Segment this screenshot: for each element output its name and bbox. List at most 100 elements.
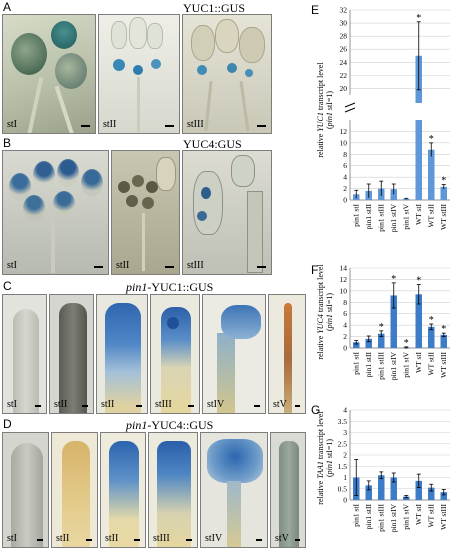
- bar: [428, 149, 435, 200]
- row-title-d-gene: pin1: [126, 418, 148, 432]
- bar: [353, 342, 360, 348]
- x-tick-label: WT stIII: [439, 352, 448, 378]
- scale-bar: [257, 266, 266, 268]
- significance-star: *: [416, 276, 421, 287]
- y-tick-label: 12: [340, 127, 348, 136]
- scale-bar: [134, 539, 140, 541]
- panel-label-a: A: [3, 0, 12, 14]
- y-tick-label: 2: [343, 332, 347, 341]
- y-tick-label: 22: [340, 71, 348, 80]
- bar: [415, 120, 422, 200]
- panel-label-g: G: [311, 403, 321, 417]
- y-tick-label: 12: [340, 275, 348, 284]
- x-tick-label: WT stI: [414, 352, 423, 373]
- x-tick-label: pin1 stIII: [376, 504, 385, 532]
- photo-d-st5: stV: [270, 432, 306, 548]
- significance-star: *: [404, 338, 409, 349]
- scale-bar: [37, 539, 43, 541]
- photo-b-st1: stI: [2, 150, 109, 275]
- y-axis-label: relative YUC4 transcript level(pin1 stI=…: [316, 264, 334, 360]
- panel-label-f: F: [311, 263, 319, 277]
- x-tick-label: pin1 stI: [351, 352, 360, 375]
- x-tick-label: pin1 stIV: [389, 351, 398, 380]
- stage-label: stIII: [187, 260, 204, 271]
- y-tick-label: 28: [340, 32, 348, 41]
- bar: [365, 338, 372, 348]
- x-tick-label: pin1 stII: [364, 204, 373, 230]
- x-tick-label: pin1 stII: [364, 504, 373, 530]
- y-tick-label: 4: [343, 321, 347, 330]
- stage-label: stII: [101, 399, 115, 410]
- bar: [390, 477, 397, 500]
- axis-break-mark: [344, 102, 356, 113]
- y-tick-label: 20: [340, 84, 348, 93]
- significance-star: *: [429, 134, 434, 145]
- scale-bar: [256, 539, 262, 541]
- x-tick-label: pin1 stV: [401, 351, 410, 377]
- y-tick-label: 1: [343, 473, 347, 482]
- y-tick-label: 0.5: [338, 484, 348, 493]
- panel-label-d: D: [3, 417, 12, 431]
- bar: [365, 485, 372, 500]
- stage-label: stI: [7, 533, 17, 544]
- stage-label: stI: [7, 399, 17, 410]
- row-title-b: YUC4:GUS: [183, 137, 242, 151]
- photo-c-st3: stIII: [150, 294, 200, 414]
- x-tick-label: pin1 stII: [364, 352, 373, 378]
- y-axis-label: relative TAA1 transcript level(pin1 stI=…: [316, 411, 334, 505]
- y-tick-label: 30: [340, 19, 348, 28]
- stage-label: stII: [56, 533, 70, 544]
- photo-d-st2b: stII: [100, 432, 146, 548]
- y-tick-label: 2.5: [338, 439, 348, 448]
- bar: [390, 295, 397, 348]
- panel-label-e: E: [311, 3, 320, 17]
- stage-label: stI: [7, 119, 17, 130]
- y-tick-label: 4: [343, 173, 347, 182]
- bar: [440, 186, 447, 200]
- photo-c-st2b: stII: [96, 294, 148, 414]
- significance-star: *: [441, 176, 446, 187]
- scale-bar: [136, 405, 142, 407]
- scale-bar: [82, 405, 88, 407]
- bar: [403, 496, 410, 500]
- y-tick-label: 24: [340, 58, 348, 67]
- photo-c-st5: stV: [268, 294, 306, 414]
- bar: [378, 475, 385, 500]
- photo-d-st3: stIII: [148, 432, 198, 548]
- stage-label: stIV: [205, 533, 223, 544]
- y-tick-label: 6: [343, 309, 347, 318]
- scale-bar: [165, 266, 174, 268]
- photo-c-st4: stIV: [202, 294, 266, 414]
- y-tick-label: 8: [343, 298, 347, 307]
- stage-label: stII: [103, 119, 117, 130]
- chart-f-yuc4: 0 2 4 6 8 10 12 14 pin1 stI pin1 stII * pin1 stIII *…: [316, 264, 450, 380]
- x-tick-label: WT stIII: [439, 204, 448, 230]
- photo-c-st1: stI: [2, 294, 47, 414]
- photo-d-st1: stI: [2, 432, 49, 548]
- scale-bar: [165, 125, 174, 127]
- scale-bar: [257, 125, 266, 127]
- photo-c-st2a: stII: [49, 294, 94, 414]
- y-tick-label: 8: [343, 150, 347, 159]
- x-tick-label: pin1 stIV: [389, 203, 398, 232]
- photo-b-st3: stIII: [182, 150, 272, 275]
- photo-d-st2a: stII: [51, 432, 98, 548]
- bar: [428, 487, 435, 500]
- x-tick-label: pin1 stIV: [389, 503, 398, 532]
- x-tick-label: pin1 stI: [351, 504, 360, 527]
- photo-a-st3: stIII: [182, 14, 272, 134]
- stage-label: stIII: [155, 399, 172, 410]
- row-title-a: YUC1::GUS: [183, 1, 246, 15]
- stage-label: stV: [275, 533, 289, 544]
- bar: [378, 333, 385, 348]
- row-title-c-construct: -YUC1::GUS: [147, 280, 214, 294]
- scale-bar: [86, 539, 92, 541]
- bar: [390, 189, 397, 200]
- panel-label-b: B: [3, 136, 12, 150]
- x-tick-label: pin1 stV: [401, 503, 410, 529]
- y-tick-label: 26: [340, 45, 348, 54]
- scale-bar: [254, 405, 260, 407]
- x-tick-label: pin1 stIII: [376, 204, 385, 232]
- row-title-d: pin1-YUC4::GUS: [126, 418, 213, 433]
- scale-bar: [94, 266, 103, 268]
